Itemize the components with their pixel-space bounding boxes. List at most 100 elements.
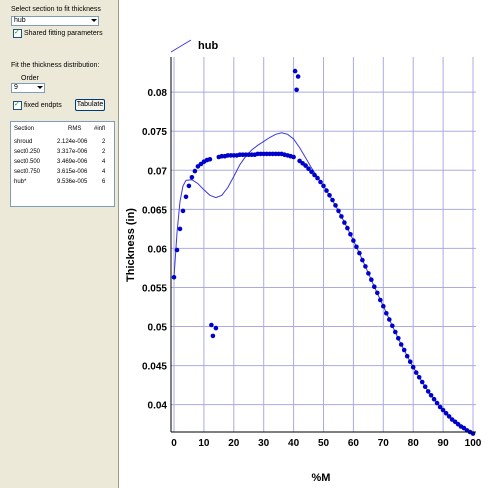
table-cell-rms: 2.124e-006 bbox=[57, 139, 88, 145]
data-point bbox=[336, 208, 341, 214]
thickness-plot[interactable]: 0 10 20 30 40 50 60 70 80 90 100 0.04 0.045 0.05 0.055… bbox=[118, 0, 494, 488]
data-point bbox=[213, 325, 219, 331]
y-tick-label: 0.07 bbox=[148, 166, 168, 177]
legend-line-sample bbox=[170, 39, 192, 53]
x-tick-label: 10 bbox=[198, 438, 210, 449]
data-point bbox=[315, 175, 320, 181]
table-cell-section[interactable]: hub* bbox=[14, 179, 27, 185]
x-tick-label: 90 bbox=[438, 438, 450, 449]
data-point bbox=[333, 203, 338, 208]
x-tick-label: 50 bbox=[318, 438, 330, 449]
fixed-endpoints-checkbox[interactable]: fixed endpts bbox=[13, 100, 73, 110]
table-cell-infl: 2 bbox=[102, 139, 106, 145]
data-point bbox=[434, 400, 440, 406]
data-point bbox=[381, 303, 386, 309]
data-point bbox=[393, 329, 398, 335]
column-header-rms: RMS bbox=[68, 126, 82, 132]
section-select-value: hub bbox=[14, 17, 26, 24]
chevron-down-icon bbox=[91, 19, 97, 22]
data-point bbox=[407, 359, 413, 365]
table-cell-infl: 4 bbox=[102, 159, 106, 165]
y-tick-label: 0.05 bbox=[148, 323, 168, 334]
y-tick-label: 0.08 bbox=[148, 88, 168, 99]
data-point bbox=[360, 257, 365, 263]
checkbox-checked-icon bbox=[13, 100, 22, 110]
fit-distribution-label: Fit the thickness distribution: bbox=[11, 62, 100, 69]
table-cell-infl: 6 bbox=[102, 179, 106, 185]
data-point bbox=[437, 404, 443, 410]
data-point bbox=[425, 389, 431, 394]
data-point bbox=[396, 336, 401, 341]
data-point bbox=[292, 68, 298, 74]
y-tick-label: 0.045 bbox=[142, 362, 167, 373]
y-axis-label: Thickness (in) bbox=[125, 208, 137, 282]
x-tick-label: 80 bbox=[408, 438, 420, 449]
column-header-infl: #infl bbox=[94, 126, 106, 132]
tabulate-button[interactable]: Tabulate bbox=[75, 99, 105, 111]
data-point bbox=[210, 333, 216, 339]
x-tick-label: 60 bbox=[348, 438, 360, 449]
grid bbox=[171, 57, 476, 432]
data-point bbox=[398, 342, 404, 347]
data-point bbox=[192, 168, 198, 174]
shared-params-checkbox[interactable]: Shared fitting parameters bbox=[13, 28, 113, 38]
data-point bbox=[330, 197, 335, 203]
data-point bbox=[428, 393, 434, 398]
table-cell-rms: 3.317e-006 bbox=[57, 149, 88, 155]
data-point bbox=[321, 183, 326, 189]
data-point bbox=[357, 250, 362, 256]
data-point bbox=[339, 214, 344, 219]
data-point bbox=[387, 317, 392, 322]
table-cell-rms: 3.615e-006 bbox=[57, 169, 88, 175]
data-point bbox=[419, 379, 425, 385]
table-cell-rms: 9.536e-005 bbox=[57, 179, 88, 185]
data-point bbox=[342, 220, 347, 225]
data-point bbox=[348, 232, 353, 237]
table-cell-section[interactable]: shroud bbox=[14, 139, 33, 145]
data-point bbox=[303, 163, 308, 168]
data-point bbox=[375, 290, 380, 296]
y-tick-label: 0.055 bbox=[142, 283, 167, 294]
column-header-section: Section bbox=[14, 126, 35, 132]
order-select[interactable]: 9 bbox=[11, 83, 45, 93]
order-label: Order bbox=[21, 75, 39, 82]
data-points bbox=[171, 68, 476, 436]
data-point bbox=[324, 188, 329, 193]
chevron-down-icon bbox=[37, 86, 43, 89]
data-point bbox=[413, 370, 419, 375]
data-point bbox=[363, 264, 368, 269]
y-tick-label: 0.04 bbox=[148, 401, 168, 412]
table-cell-section[interactable]: sect0.250 bbox=[14, 149, 41, 155]
table-cell-section[interactable]: sect0.500 bbox=[14, 159, 41, 165]
data-point bbox=[207, 157, 213, 162]
data-point bbox=[327, 193, 332, 198]
axes bbox=[170, 57, 476, 433]
data-point bbox=[177, 226, 183, 232]
data-point bbox=[443, 411, 449, 416]
table-cell-infl: 2 bbox=[102, 149, 106, 155]
data-point bbox=[440, 407, 446, 413]
y-tick-label: 0.06 bbox=[148, 244, 168, 255]
section-select[interactable]: hub bbox=[11, 16, 99, 26]
order-select-value: 9 bbox=[14, 84, 18, 91]
data-point bbox=[306, 166, 311, 171]
data-point bbox=[390, 323, 395, 329]
table-cell-rms: 3.469e-006 bbox=[57, 159, 88, 165]
data-point bbox=[183, 194, 189, 200]
data-point bbox=[351, 238, 356, 243]
table-cell-section[interactable]: sect0.750 bbox=[14, 169, 41, 175]
data-point bbox=[422, 384, 428, 390]
data-point bbox=[209, 322, 214, 328]
x-tick-label: 70 bbox=[378, 438, 390, 449]
data-point bbox=[291, 154, 296, 160]
data-point bbox=[354, 244, 359, 250]
data-point bbox=[416, 375, 422, 380]
shared-params-label: Shared fitting parameters bbox=[24, 30, 103, 37]
x-tick-label: 100 bbox=[465, 438, 482, 449]
section-table: Section RMS #infl shroud 2.124e-006 2 se… bbox=[10, 121, 115, 207]
select-section-label: Select section to fit thickness bbox=[11, 6, 101, 13]
table-cell-infl: 4 bbox=[102, 169, 106, 175]
data-point bbox=[174, 247, 180, 253]
data-point bbox=[378, 297, 383, 303]
data-point bbox=[446, 414, 452, 419]
